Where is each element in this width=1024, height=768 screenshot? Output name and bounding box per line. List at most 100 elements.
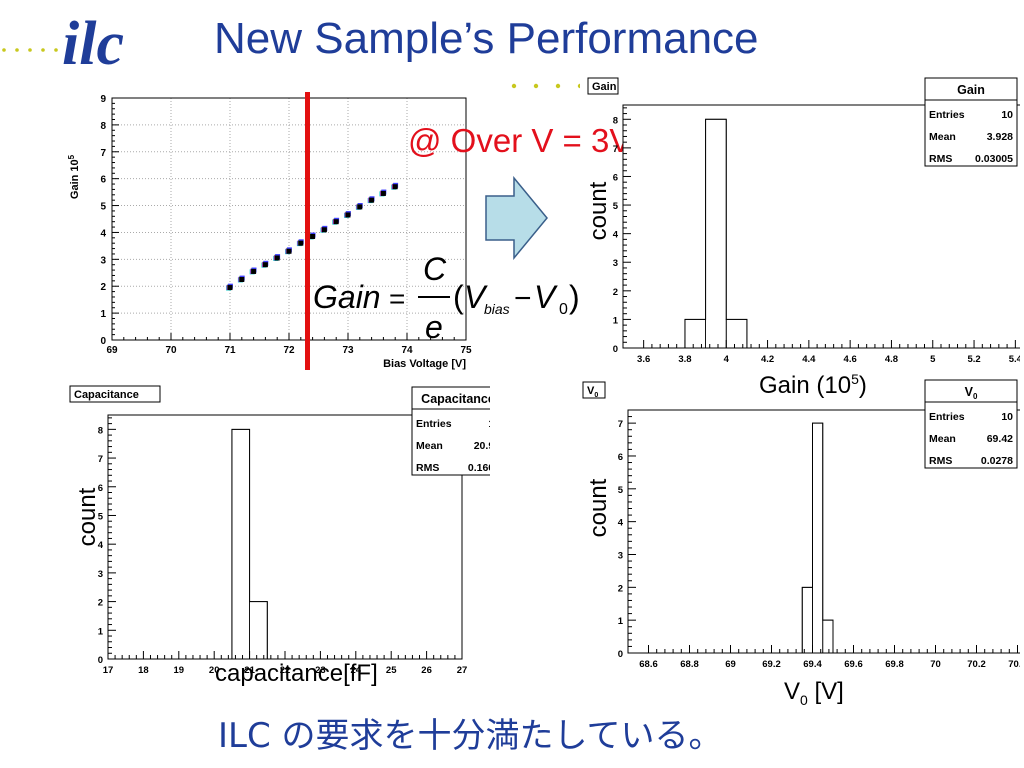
x-tick-label: 71 [224, 345, 236, 356]
stats-value: 0.03005 [975, 153, 1013, 165]
formula-v0: V [534, 279, 558, 315]
logo-dot [2, 48, 6, 52]
slide-title: New Sample’s Performance [214, 14, 759, 63]
y-tick-label: 5 [98, 511, 104, 522]
histogram-title: V0 [587, 385, 598, 399]
title-dot [511, 83, 517, 89]
formula-c: C [423, 251, 447, 287]
x-tick-label: 69.2 [762, 659, 781, 670]
y-tick-label: 2 [618, 583, 623, 594]
data-point [251, 268, 257, 274]
stats-value: 0.1605 [468, 462, 490, 474]
logo-text: ilc [62, 10, 124, 78]
formula-bias-sub: bias [484, 301, 510, 317]
y-tick-label: 7 [100, 148, 106, 159]
gain-formula: Gain = C e ( V bias − V 0 ) [313, 251, 580, 345]
x-tick-label: 4.8 [885, 354, 898, 365]
y-tick-label: 3 [618, 550, 623, 561]
y-tick-label: 1 [618, 616, 624, 627]
y-tick-label: 7 [98, 454, 103, 465]
histogram-bin [705, 118, 727, 349]
logo-dot [28, 48, 32, 52]
formula-v: V [464, 279, 488, 315]
x-tick-label: 75 [460, 345, 472, 356]
title-dots [511, 83, 580, 89]
formula-equals: = [389, 283, 405, 314]
data-point [321, 227, 327, 233]
svg-text:(: ( [453, 279, 464, 315]
x-tick-label: 4 [724, 354, 730, 365]
x-tick-label: 27 [457, 665, 468, 676]
y-tick-label: 4 [613, 230, 619, 241]
plot-frame [107, 414, 463, 660]
histogram-title-box: Gain [587, 77, 619, 95]
y-tick-label: 7 [618, 419, 623, 430]
stats-frame [411, 386, 490, 476]
data-point [333, 219, 339, 225]
y-tick-label: 9 [100, 94, 106, 105]
y-tick-label: 3 [100, 255, 106, 266]
stats-value: 10 [1001, 411, 1013, 423]
data-point [380, 190, 386, 196]
stats-label: RMS [416, 462, 439, 474]
x-tick-label: 68.6 [639, 659, 658, 670]
y-tick-label: 5 [618, 485, 624, 496]
data-point [369, 197, 375, 203]
x-tick-label: 74 [401, 345, 413, 356]
x-tick-label: 25 [386, 665, 397, 676]
y-tick-label: 5 [100, 202, 106, 213]
data-point [345, 212, 351, 218]
histogram-title: Gain [592, 81, 617, 93]
x-tick-label: 5 [930, 354, 936, 365]
v0-histogram: V068.668.86969.269.469.669.87070.270.401… [582, 379, 1020, 670]
formula-v0-sub: 0 [559, 301, 568, 318]
x-tick-label: 69.4 [803, 659, 822, 670]
histogram-title-box: Capacitance [69, 385, 161, 403]
y-tick-label: 6 [98, 483, 103, 494]
formula-gain: Gain [313, 279, 381, 315]
capacitance-hist-xlabel: capacitance[fF] [215, 660, 378, 687]
y-tick-label: 4 [618, 518, 624, 529]
y-tick-label: 0 [98, 655, 103, 666]
formula-e: e [425, 309, 443, 345]
stats-value: 3.928 [987, 131, 1013, 143]
x-tick-label: 70 [930, 659, 941, 670]
y-tick-label: 2 [98, 598, 103, 609]
x-tick-label: 69 [725, 659, 736, 670]
stats-value: 69.42 [987, 433, 1013, 445]
data-point [227, 285, 233, 291]
x-tick-label: 4.2 [761, 354, 774, 365]
data-point [239, 277, 245, 282]
x-tick-label: 23 [315, 665, 326, 676]
y-tick-label: 2 [100, 282, 106, 293]
title-dot [533, 83, 539, 89]
logo-dot [15, 48, 19, 52]
y-tick-label: 6 [613, 172, 618, 183]
footer-text: ILC の要求を十分満たしている。 [218, 716, 723, 756]
formula-minus: − [514, 282, 532, 315]
histogram-title-frame [69, 385, 161, 403]
x-tick-label: 26 [421, 665, 432, 676]
x-tick-label: 4.6 [844, 354, 857, 365]
histogram-bin [231, 428, 250, 660]
stats-label: Entries [929, 411, 965, 423]
x-axis-label: Bias Voltage [V] [383, 358, 466, 370]
x-tick-label: 69 [106, 345, 118, 356]
stats-label: Mean [929, 131, 956, 143]
x-tick-label: 70 [165, 345, 177, 356]
stats-title: Capacitance [421, 392, 490, 406]
data-point [274, 255, 280, 261]
x-tick-label: 70.4 [1008, 659, 1020, 670]
y-tick-label: 1 [98, 626, 104, 637]
stats-box: Capacitance Entries 10 Mean 20.97 RMS 0.1605 [411, 386, 490, 476]
stats-label: RMS [929, 455, 952, 467]
y-tick-label: 0 [613, 344, 618, 355]
data-point [286, 248, 292, 254]
logo-dots [2, 48, 71, 52]
y-tick-label: 6 [100, 175, 106, 186]
overvoltage-note: @ Over V = 3V [408, 122, 632, 159]
stats-box: Gain Entries 10 Mean 3.928 RMS 0.03005 [924, 77, 1018, 167]
data-point [357, 204, 363, 210]
